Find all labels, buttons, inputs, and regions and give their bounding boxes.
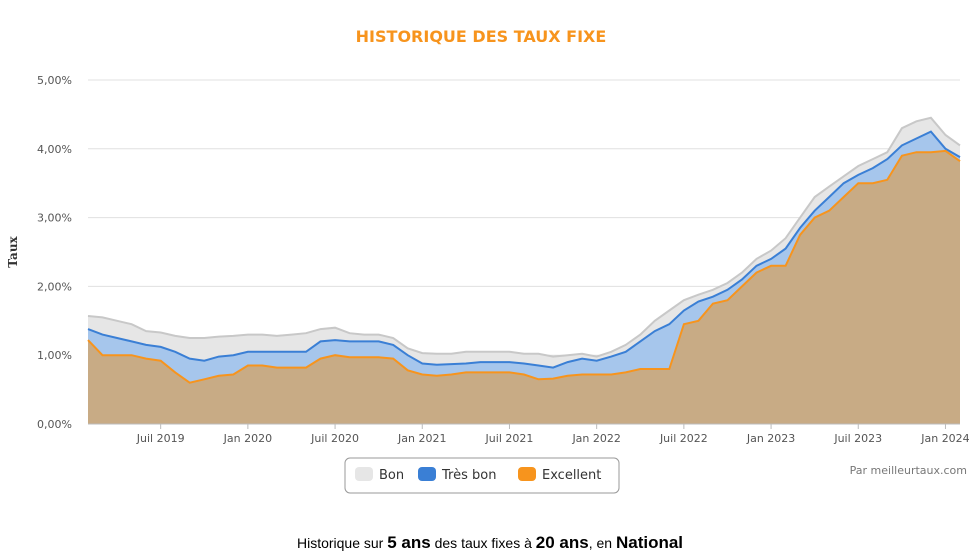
x-tick-label: Juil 2019 [136,432,185,445]
legend-box [344,457,620,494]
caption-text-3: , en [588,535,616,551]
y-tick-label: 3,00% [37,212,72,225]
y-tick-label: 2,00% [37,280,72,293]
series-areas [87,116,961,425]
x-tick-label: Juil 2023 [833,432,882,445]
y-tick-label: 0,00% [37,418,72,431]
y-tick-label: 4,00% [37,143,72,156]
x-tick-label: Juil 2021 [485,432,534,445]
x-tick-label: Juil 2022 [659,432,708,445]
y-axis-label: Taux [6,235,20,267]
series-line-1 [87,116,961,358]
legend-label[interactable]: Excellent [542,468,601,483]
rate-history-chart: HISTORIQUE DES TAUX FIXE 0,00% 1,00% 2,00%… [6,27,970,494]
legend-label[interactable]: Très bon [441,468,496,483]
caption-region: National [615,533,684,552]
legend-label[interactable]: Bon [379,468,404,483]
caption-text-2: des taux fixes à [430,535,536,551]
x-tick-label: Jan 2022 [571,432,620,445]
y-axis-tick-labels: 0,00% 1,00% 2,00% 3,00% 4,00% 5,00% [37,74,72,431]
caption-term: 20 ans [535,533,589,552]
legend[interactable]: Bon Très bon Excellent [344,457,620,494]
caption: Historique sur 5 ans des taux fixes à 20… [0,533,980,553]
series-line-2 [87,130,961,369]
legend-swatch[interactable] [418,467,436,481]
x-tick-label: Jan 2024 [920,432,969,445]
area-3 [88,150,960,424]
x-axis-tick-labels: Juil 2019 Jan 2020 Juil 2020 Jan 2021 Juil 2… [136,424,970,445]
x-tick-label: Jan 2020 [223,432,272,445]
legend-swatch[interactable] [518,467,536,481]
series-line-3 [87,149,961,384]
credits[interactable]: Par meilleurtaux.com [850,464,967,477]
x-tick-label: Jan 2021 [397,432,446,445]
caption-text-1: Historique sur [296,535,388,551]
y-tick-label: 5,00% [37,74,72,87]
x-tick-label: Jan 2023 [746,432,795,445]
legend-swatch[interactable] [355,467,373,481]
caption-duration: 5 ans [387,533,431,552]
chart-title: HISTORIQUE DES TAUX FIXE [356,27,607,46]
y-tick-label: 1,00% [37,349,72,362]
x-tick-label: Juil 2020 [310,432,359,445]
